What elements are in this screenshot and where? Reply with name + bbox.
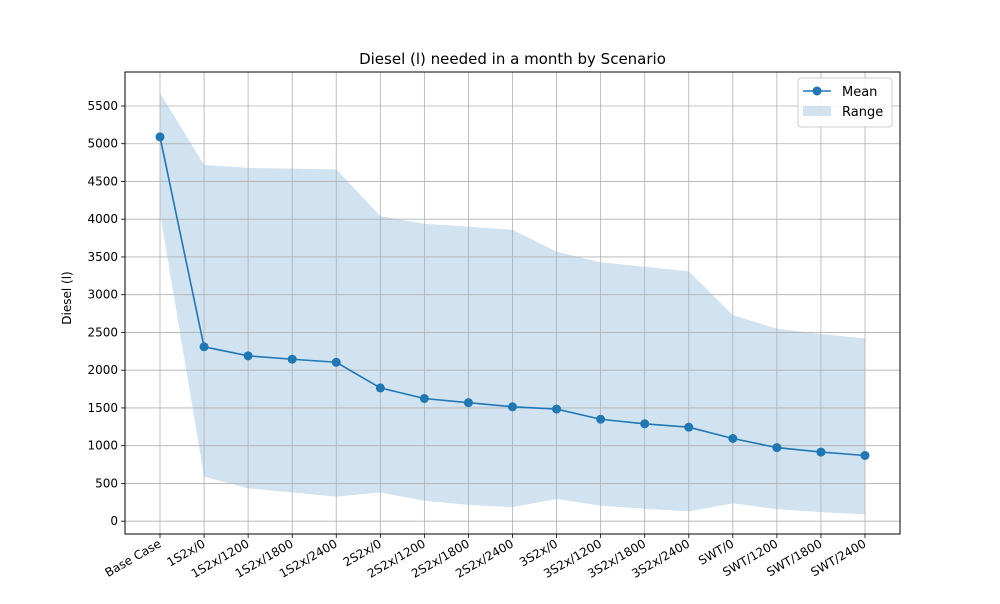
legend-mean-label: Mean (842, 85, 877, 100)
mean-data-point (684, 422, 694, 432)
mean-data-point (772, 443, 782, 453)
mean-data-point (155, 132, 165, 142)
legend: Mean Range (797, 77, 893, 128)
y-tick-label: 1500 (87, 401, 118, 415)
y-tick-label: 3500 (87, 250, 118, 264)
y-tick-label: 1000 (87, 439, 118, 453)
y-tick-label: 2500 (87, 325, 118, 339)
mean-data-point (463, 398, 473, 408)
chart-title: Diesel (l) needed in a month by Scenario (359, 50, 666, 68)
legend-range-swatch (803, 106, 831, 116)
mean-data-point (199, 342, 209, 352)
y-tick-layer: 0 500 1000 1500 2000 2500 3000 3500 4000 4500 5000… (87, 99, 125, 528)
y-tick-label: 500 (95, 476, 118, 490)
mean-data-point (728, 434, 738, 444)
mean-data-point (816, 447, 826, 457)
y-tick-label: 5000 (87, 137, 118, 151)
mean-data-point (331, 357, 341, 367)
x-tick-label: Base Case (102, 536, 163, 579)
mean-data-point (596, 414, 606, 424)
y-tick-label: 0 (110, 514, 118, 528)
mean-data-point (640, 419, 650, 429)
legend-range-label: Range (842, 105, 883, 120)
mean-data-point (552, 404, 562, 414)
mean-data-point (375, 383, 385, 393)
y-tick-label: 4000 (87, 212, 118, 226)
mean-data-point (508, 402, 517, 412)
y-tick-label: 2000 (87, 363, 118, 377)
y-tick-label: 4500 (87, 174, 118, 188)
mean-data-point (419, 393, 429, 403)
mean-data-point (243, 351, 253, 361)
x-tick-layer: Base Case 1S2x/01S2x/12001S2x/18001S2x/24… (102, 534, 869, 581)
y-tick-label: 3000 (87, 288, 118, 302)
legend-mean-marker (812, 86, 822, 96)
mean-data-point (860, 450, 870, 460)
series-layer (155, 132, 870, 460)
mean-data-point (287, 354, 297, 364)
y-axis-label: Diesel (l) (60, 271, 74, 324)
y-tick-label: 5500 (87, 99, 118, 113)
